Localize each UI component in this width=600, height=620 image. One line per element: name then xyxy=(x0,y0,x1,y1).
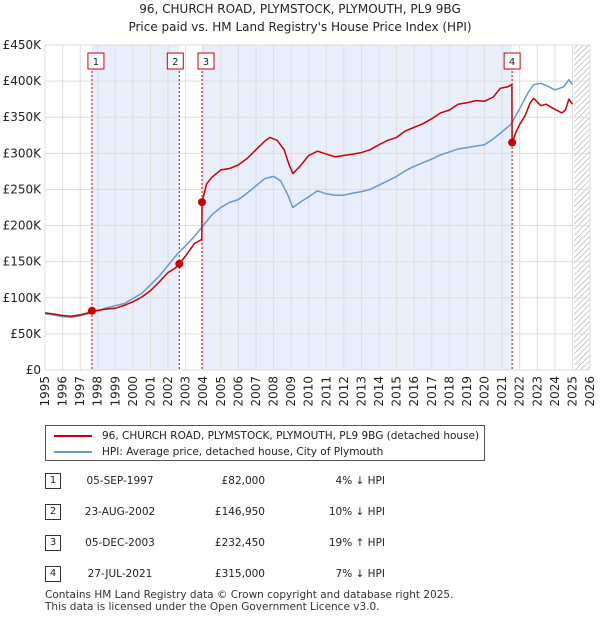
legend-swatch-hpi xyxy=(54,451,92,453)
legend-label-hpi: HPI: Average price, detached house, City… xyxy=(102,446,384,458)
sale-number-badge: 3 xyxy=(45,535,61,551)
sale-point xyxy=(175,259,184,268)
x-tick-label: 1995 xyxy=(38,376,52,407)
x-tick-label: 2014 xyxy=(372,376,386,407)
x-tick-label: 2001 xyxy=(143,376,157,407)
sale-number-badge: 2 xyxy=(45,504,61,520)
x-tick-label: 1998 xyxy=(91,376,105,407)
y-tick-label: £400K xyxy=(3,74,43,88)
x-tick-label: 2018 xyxy=(442,376,456,407)
x-tick-label: 2010 xyxy=(302,376,316,407)
sale-price: £82,000 xyxy=(221,475,265,487)
sale-point xyxy=(508,138,517,147)
sale-marker-label: 2 xyxy=(172,57,178,68)
ownership-shade xyxy=(201,45,513,370)
future-hatch xyxy=(574,45,590,370)
sale-price: £146,950 xyxy=(214,506,265,518)
x-tick-label: 2008 xyxy=(267,376,281,407)
y-tick-label: £250K xyxy=(3,182,43,196)
x-tick-label: 2020 xyxy=(478,376,492,407)
x-tick-label: 2021 xyxy=(495,376,509,407)
sale-marker-label: 4 xyxy=(509,57,515,68)
sale-row: 2 23-AUG-2002 £146,950 10% ↓ HPI xyxy=(45,504,465,524)
x-tick-label: 2016 xyxy=(407,376,421,407)
footer-copyright: Contains HM Land Registry data © Crown c… xyxy=(45,589,454,601)
y-tick-label: £100K xyxy=(3,291,43,305)
sale-date: 05-SEP-1997 xyxy=(86,475,154,487)
sale-row: 3 05-DEC-2003 £232,450 19% ↑ HPI xyxy=(45,535,465,555)
y-tick-label: £300K xyxy=(3,146,43,160)
x-tick-label: 2026 xyxy=(583,376,597,407)
legend-label-property: 96, CHURCH ROAD, PLYMSTOCK, PLYMOUTH, PL… xyxy=(102,430,480,442)
sale-price: £315,000 xyxy=(214,568,265,580)
y-tick-label: £150K xyxy=(3,255,43,269)
x-tick-label: 2025 xyxy=(565,376,579,407)
sale-marker-label: 3 xyxy=(203,57,209,68)
x-tick-label: 2022 xyxy=(513,376,527,407)
sale-row: 4 27-JUL-2021 £315,000 7% ↓ HPI xyxy=(45,566,465,586)
x-tick-label: 2003 xyxy=(179,376,193,407)
y-tick-label: £200K xyxy=(3,219,43,233)
sale-hpi-relation: 10% ↓ HPI xyxy=(328,506,385,518)
sale-price: £232,450 xyxy=(214,537,265,549)
sale-date: 27-JUL-2021 xyxy=(87,568,153,580)
plot-background xyxy=(45,45,590,370)
x-tick-label: 2007 xyxy=(249,376,263,407)
x-tick-label: 2023 xyxy=(530,376,544,407)
x-tick-label: 2006 xyxy=(231,376,245,407)
x-tick-label: 1997 xyxy=(73,376,87,407)
legend-item-property: 96, CHURCH ROAD, PLYMSTOCK, PLYMOUTH, PL… xyxy=(54,428,479,444)
chart-subtitle: Price paid vs. HM Land Registry's House … xyxy=(128,20,471,34)
sale-row: 1 05-SEP-1997 £82,000 4% ↓ HPI xyxy=(45,473,465,493)
series-lines xyxy=(44,78,574,319)
ownership-shade xyxy=(91,45,180,370)
sale-point xyxy=(197,198,206,207)
y-tick-label: £50K xyxy=(10,327,42,341)
x-tick-label: 2002 xyxy=(161,376,175,407)
sale-hpi-relation: 19% ↑ HPI xyxy=(328,537,385,549)
sale-marker-label: 1 xyxy=(93,57,99,68)
sale-marker-box xyxy=(166,52,184,70)
sale-hpi-relation: 4% ↓ HPI xyxy=(335,475,385,487)
series-line-hpi xyxy=(44,78,574,319)
series-line-property xyxy=(44,83,574,317)
x-tick-label: 1996 xyxy=(56,376,70,407)
chart-title: 96, CHURCH ROAD, PLYMSTOCK, PLYMOUTH, PL… xyxy=(139,2,461,16)
legend-item-hpi: HPI: Average price, detached house, City… xyxy=(54,444,383,460)
sale-point xyxy=(87,306,96,315)
sale-markers: 1 2 3 4 xyxy=(87,52,521,315)
sale-date: 05-DEC-2003 xyxy=(85,537,155,549)
x-tick-label: 2012 xyxy=(337,376,351,407)
y-tick-label: £450K xyxy=(3,38,43,52)
sale-number-badge: 1 xyxy=(45,473,61,489)
sale-number-badge: 4 xyxy=(45,566,61,582)
sale-marker-box xyxy=(87,52,105,70)
sale-marker-box xyxy=(503,52,521,70)
x-tick-label: 2017 xyxy=(425,376,439,407)
x-tick-label: 2013 xyxy=(354,376,368,407)
sale-date: 23-AUG-2002 xyxy=(84,506,156,518)
y-tick-label: £0 xyxy=(26,363,41,377)
x-tick-label: 2005 xyxy=(214,376,228,407)
x-tick-label: 2011 xyxy=(319,376,333,407)
price-chart: 96, CHURCH ROAD, PLYMSTOCK, PLYMOUTH, PL… xyxy=(3,2,597,407)
legend-swatch-property xyxy=(54,435,92,437)
x-tick-label: 2000 xyxy=(126,376,140,407)
y-tick-label: £350K xyxy=(3,110,43,124)
x-tick-label: 2024 xyxy=(548,376,562,407)
x-tick-label: 2004 xyxy=(196,376,210,407)
footer: Contains HM Land Registry data © Crown c… xyxy=(45,589,453,613)
x-tick-label: 2009 xyxy=(284,376,298,407)
legend: 96, CHURCH ROAD, PLYMSTOCK, PLYMOUTH, PL… xyxy=(45,425,485,461)
x-tick-label: 2019 xyxy=(460,376,474,407)
sale-hpi-relation: 7% ↓ HPI xyxy=(335,568,385,580)
x-tick-label: 1999 xyxy=(108,376,122,407)
sale-marker-box xyxy=(197,52,215,70)
x-tick-label: 2015 xyxy=(390,376,404,407)
footer-licence: This data is licensed under the Open Gov… xyxy=(45,601,380,613)
axes: £0 £50K £100K £150K £200K £250K £300K £350K £400… xyxy=(3,38,597,407)
